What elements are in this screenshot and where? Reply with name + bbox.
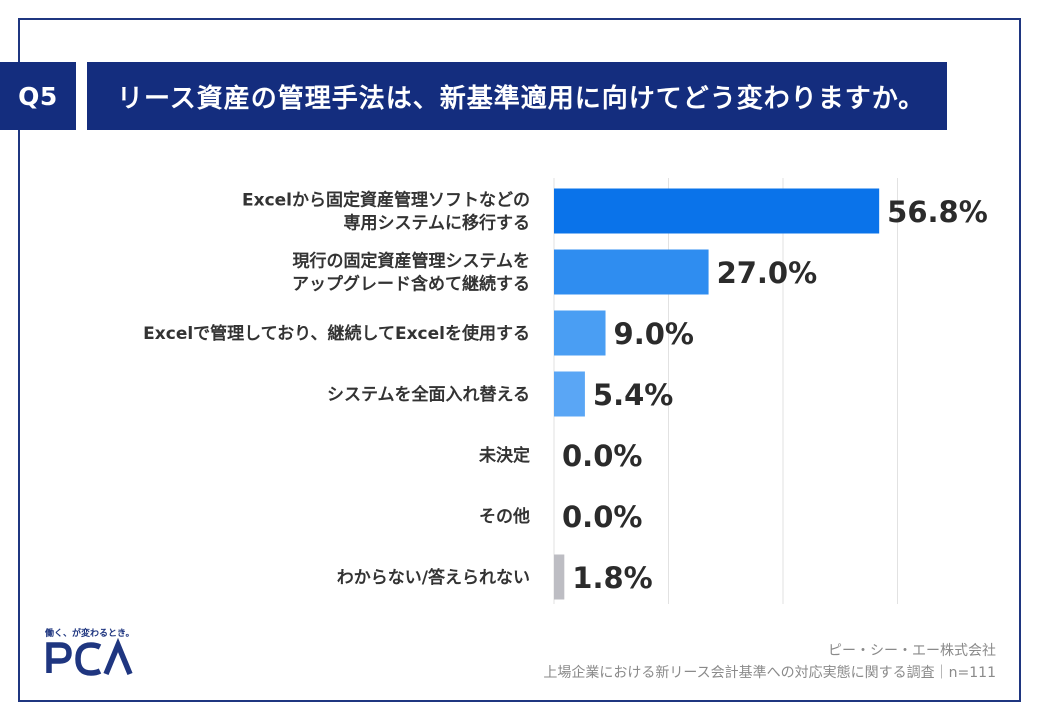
survey-caption: 上場企業における新リース会計基準への対応実態に関する調査｜n=111 <box>543 665 996 681</box>
value-label: 27.0% <box>717 256 818 290</box>
value-label: 5.4% <box>593 378 673 412</box>
question-title: リース資産の管理手法は、新基準適用に向けてどう変わりますか。 <box>87 62 947 130</box>
logo-tagline: 働く、が変わるとき。 <box>45 629 135 639</box>
bar <box>554 249 709 295</box>
card-frame <box>18 18 1021 702</box>
category-label: わからない/答えられない <box>337 567 530 588</box>
value-label: 1.8% <box>572 561 652 595</box>
bar <box>554 554 565 600</box>
category-label: Excelから固定資産管理ソフトなどの専用システムに移行する <box>242 190 530 234</box>
footer: ピー・シー・エー株式会社 上場企業における新リース会計基準への対応実態に関する調… <box>543 640 996 684</box>
bar <box>554 371 585 417</box>
category-label: 現行の固定資産管理システムをアップグレード含めて継続する <box>292 251 530 295</box>
value-label: 56.8% <box>887 195 988 229</box>
value-label: 0.0% <box>562 500 642 534</box>
question-number-badge: Q5 <box>0 62 76 130</box>
bar <box>554 310 606 356</box>
bar <box>554 188 880 234</box>
pca-logo <box>44 637 136 682</box>
value-label: 9.0% <box>614 317 694 351</box>
category-label: システムを全面入れ替える <box>327 384 530 405</box>
category-label: その他 <box>479 506 530 527</box>
company-name: ピー・シー・エー株式会社 <box>828 643 996 659</box>
value-label: 0.0% <box>562 439 642 473</box>
category-label: Excelで管理しており、継続してExcelを使用する <box>143 323 530 344</box>
category-label: 未決定 <box>478 445 530 466</box>
